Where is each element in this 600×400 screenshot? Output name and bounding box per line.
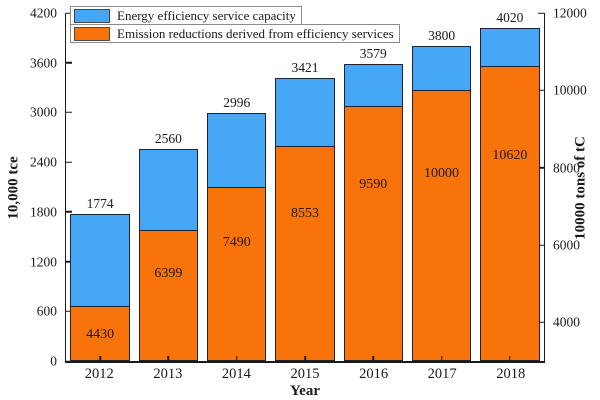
right-axis-title: 10000 tons of tC bbox=[572, 136, 589, 240]
left-axis-tick bbox=[66, 111, 72, 114]
right-axis-tick-label: 4000 bbox=[553, 314, 580, 330]
right-axis-tick bbox=[538, 244, 544, 246]
x-axis-tick-label: 2012 bbox=[84, 366, 114, 382]
left-axis-tick-label: 600 bbox=[36, 303, 57, 319]
legend-swatch-orange-icon bbox=[74, 26, 110, 41]
left-axis-tick bbox=[66, 61, 72, 64]
legend-label-capacity: Energy efficiency service capacity bbox=[117, 8, 296, 23]
bar-slot: 10620 4020 bbox=[476, 10, 544, 361]
right-axis-tick bbox=[538, 166, 544, 169]
bar-segment-orange: 8553 bbox=[275, 146, 335, 361]
bar-slot: 10000 3800 bbox=[407, 13, 475, 361]
bar-total-label: 2560 bbox=[154, 130, 182, 146]
right-axis-tick-label: 10000 bbox=[553, 82, 587, 98]
right-axis-tick bbox=[538, 12, 544, 14]
bar-segment-orange: 9590 bbox=[343, 106, 403, 361]
left-axis-tick-label: 1200 bbox=[30, 254, 57, 270]
left-axis-tick bbox=[66, 360, 72, 362]
x-axis-tick bbox=[372, 356, 375, 361]
left-axis-tick bbox=[66, 310, 72, 313]
left-axis-tick-label: 1800 bbox=[30, 204, 57, 220]
bar-inner-label: 6399 bbox=[154, 265, 183, 281]
x-axis-tick bbox=[99, 356, 101, 361]
right-axis-tick bbox=[538, 89, 544, 92]
bar-slot: 7490 2996 bbox=[203, 13, 271, 361]
legend-entry-capacity: Energy efficiency service capacity bbox=[70, 6, 302, 25]
legend: Energy efficiency service capacity Emiss… bbox=[70, 6, 400, 43]
x-axis-tick-label: 2013 bbox=[153, 366, 183, 382]
bar-segment-orange: 10620 bbox=[480, 66, 540, 361]
bar-slot: 6399 2560 bbox=[134, 13, 202, 361]
x-axis-tick-label: 2017 bbox=[427, 366, 457, 382]
x-axis-tick bbox=[509, 356, 511, 361]
x-axis-tick bbox=[440, 356, 443, 361]
bar-segment-orange: 10000 bbox=[411, 90, 472, 361]
legend-label-emission: Emission reductions derived from efficie… bbox=[117, 26, 394, 41]
bar-inner-label: 10000 bbox=[424, 165, 460, 181]
bar-total-label: 3579 bbox=[359, 46, 387, 62]
left-axis-tick-label: 3600 bbox=[30, 55, 57, 71]
left-axis-tick-label: 0 bbox=[50, 353, 57, 369]
x-axis-tick-label: 2016 bbox=[359, 366, 389, 382]
bar-total-label: 1774 bbox=[86, 196, 114, 212]
legend-entry-emission: Emission reductions derived from efficie… bbox=[70, 24, 400, 43]
x-axis-tick bbox=[304, 356, 306, 361]
left-axis-tick bbox=[66, 12, 72, 14]
right-axis-tick-label: 12000 bbox=[553, 5, 587, 21]
plot-area: 0 600 1200 1800 2400 3000 3600 4200 4000 6000 8000… bbox=[30, 6, 587, 368]
bar-segment-orange: 7490 bbox=[207, 187, 267, 361]
legend-swatch-blue-icon bbox=[74, 8, 110, 23]
x-axis-tick-label: 2014 bbox=[221, 366, 251, 382]
bar-segment-orange: 6399 bbox=[138, 229, 199, 361]
bar-segment-orange: 4430 bbox=[70, 305, 130, 361]
x-axis-tick-label: 2015 bbox=[290, 366, 320, 382]
bar-total-label: 3421 bbox=[291, 59, 319, 75]
left-axis-tick bbox=[66, 161, 72, 163]
bar-inner-label: 9590 bbox=[359, 176, 388, 192]
right-axis-tick-label: 6000 bbox=[553, 237, 580, 253]
bar-total-label: 4020 bbox=[496, 9, 524, 25]
left-axis-tick-label: 2400 bbox=[30, 154, 57, 170]
x-axis-title: Year bbox=[290, 383, 320, 399]
bar-inner-label: 4430 bbox=[86, 327, 115, 343]
x-axis-tick bbox=[167, 356, 170, 361]
x-axis-tick bbox=[235, 356, 238, 361]
left-axis-tick-label: 4200 bbox=[30, 5, 57, 21]
left-axis-tick-label: 3000 bbox=[30, 104, 57, 120]
bar-inner-label: 8553 bbox=[290, 205, 319, 221]
right-axis-tick bbox=[538, 321, 544, 324]
bar-slot: 4430 1774 bbox=[66, 13, 134, 361]
x-axis-tick-label: 2018 bbox=[496, 366, 526, 382]
left-axis-title: 10,000 tce bbox=[5, 156, 22, 220]
x-axis-labels: 2012 2013 2014 2015 2016 2017 2018 bbox=[65, 367, 545, 383]
left-axis-tick bbox=[66, 211, 72, 213]
bar-inner-label: 7490 bbox=[222, 235, 251, 251]
bar-total-label: 2996 bbox=[223, 94, 251, 110]
right-axis-tick-label: 8000 bbox=[553, 160, 580, 176]
left-axis-tick bbox=[66, 260, 72, 263]
bar-slot: 8553 3421 bbox=[271, 13, 339, 361]
bar-slot: 9590 3579 bbox=[339, 13, 407, 361]
bar-inner-label: 10620 bbox=[492, 148, 528, 164]
bar-total-label: 3800 bbox=[428, 28, 456, 44]
